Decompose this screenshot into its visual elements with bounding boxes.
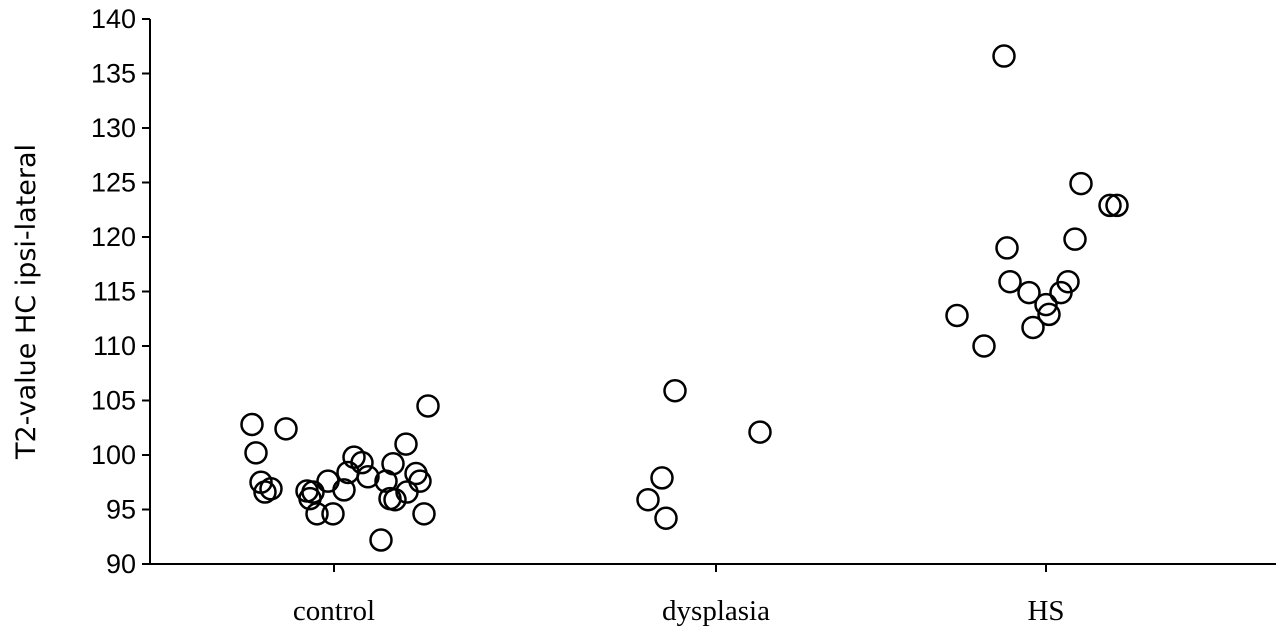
- data-point: [945, 303, 969, 328]
- data-point: [369, 528, 393, 552]
- y-tick-label: 110: [93, 331, 136, 361]
- data-point: [1069, 171, 1093, 196]
- data-point: [1017, 280, 1041, 305]
- data-point: [650, 466, 674, 490]
- y-tick-label: 105: [91, 386, 136, 416]
- x-tick-label: HS: [1027, 595, 1064, 627]
- data-point: [332, 478, 356, 502]
- data-point: [244, 441, 268, 465]
- data-point: [1063, 227, 1087, 251]
- y-axis: 90 95 100 105 110 115 120 125 130 135 140: [91, 4, 151, 579]
- data-point: [972, 334, 996, 358]
- x-tick-label: control: [293, 595, 375, 627]
- data-point: [305, 502, 329, 526]
- y-tick-label: 125: [91, 168, 136, 198]
- data-point: [636, 487, 660, 512]
- y-tick-label: 120: [91, 222, 136, 252]
- data-point: [381, 451, 405, 476]
- data-point: [259, 477, 283, 501]
- data-point: [274, 417, 298, 441]
- y-tick-label: 135: [91, 59, 136, 89]
- data-point: [321, 502, 345, 526]
- y-tick-label: 130: [91, 113, 136, 143]
- data-point: [992, 44, 1016, 68]
- data-point: [998, 269, 1022, 294]
- data-point: [240, 412, 264, 437]
- y-tick-label: 115: [93, 277, 136, 307]
- data-point: [1034, 292, 1058, 317]
- y-tick-label: 140: [91, 4, 136, 34]
- data-point: [1098, 193, 1122, 218]
- data-point: [995, 236, 1019, 260]
- data-point: [748, 420, 772, 444]
- data-point: [394, 432, 418, 456]
- y-axis-label: T2-value HC ipsi-lateral: [11, 144, 42, 460]
- x-tick-label: dysplasia: [662, 595, 770, 627]
- data-point: [654, 506, 678, 530]
- y-tick-label: 90: [106, 549, 136, 579]
- data-point: [301, 480, 325, 504]
- data-point: [1105, 193, 1129, 218]
- data-points: [240, 44, 1129, 552]
- data-point: [663, 378, 687, 403]
- data-point: [1056, 269, 1080, 294]
- data-point: [350, 450, 374, 475]
- data-point: [412, 502, 436, 526]
- data-point: [1037, 302, 1061, 327]
- data-point: [356, 465, 380, 489]
- data-point: [416, 394, 440, 418]
- data-point: [408, 469, 432, 493]
- y-tick-label: 95: [106, 495, 136, 525]
- data-point: [1021, 315, 1045, 340]
- x-axis: control dysplasia HS: [150, 563, 1276, 627]
- data-point: [316, 469, 340, 493]
- data-point: [383, 487, 407, 512]
- y-tick-label: 100: [91, 440, 136, 470]
